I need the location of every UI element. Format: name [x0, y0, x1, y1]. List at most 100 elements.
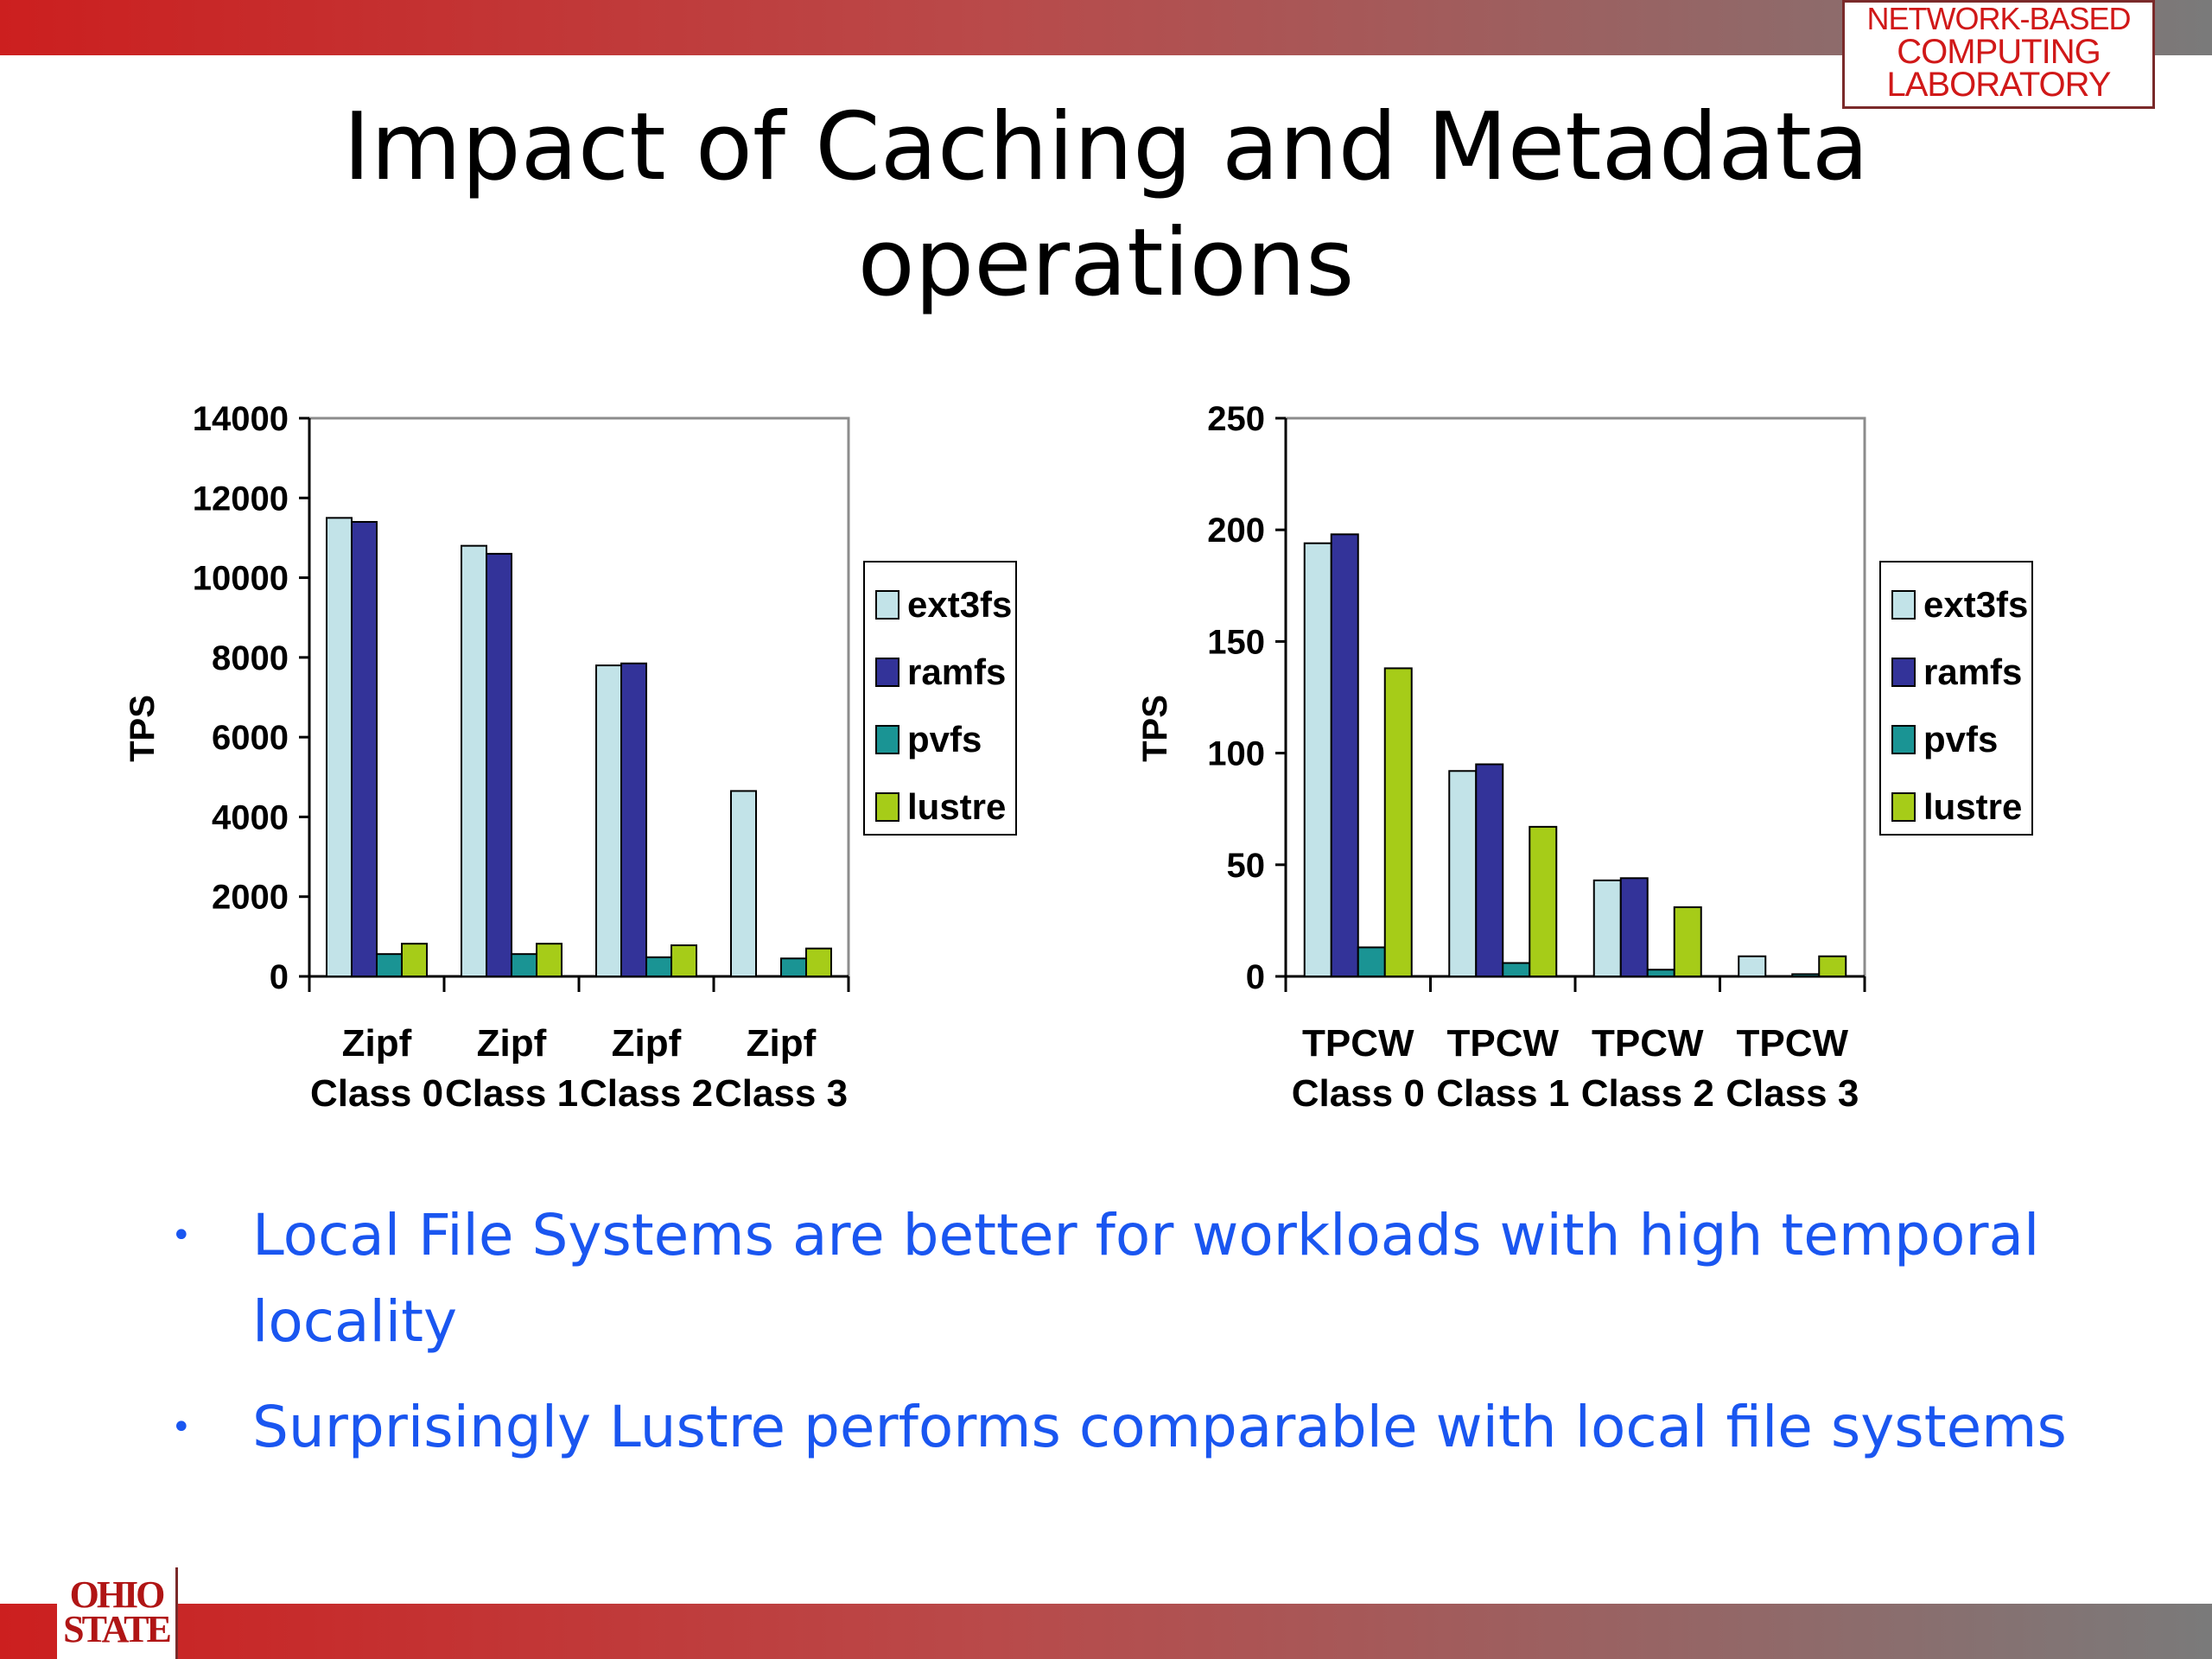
y-tick-label: 14000: [193, 400, 289, 438]
x-tick-label: TPCW: [1446, 1022, 1559, 1065]
y-tick-label: 200: [1207, 512, 1265, 550]
bar-ext3fs: [595, 664, 622, 977]
bar-ramfs: [620, 662, 647, 977]
bullet-text: Surprisingly Lustre performs comparable …: [252, 1394, 2067, 1460]
bar-ext3fs: [730, 790, 757, 977]
x-tick-label: Zipf: [342, 1022, 412, 1065]
title-line-2: operations: [857, 209, 1355, 317]
zipf-tps-bar-chart: 14000 12000 10000 8000 6000 4000 2000 0 TPS Zipf C…: [124, 400, 1017, 1115]
bar-lustre: [1529, 825, 1558, 978]
bar-ramfs: [486, 552, 512, 977]
x-tick-label: Class 3: [1726, 1072, 1859, 1115]
bar-ramfs: [1330, 533, 1359, 977]
legend-swatch-pvfs: [875, 725, 899, 754]
bar-pvfs: [511, 953, 537, 977]
bar-pvfs: [1646, 969, 1675, 977]
legend-label: ext3fs: [907, 584, 1012, 625]
y-tick-label: 12000: [193, 480, 289, 518]
x-tick-label: TPCW: [1736, 1022, 1848, 1065]
bullet-item: • Surprisingly Lustre performs comparabl…: [164, 1384, 2152, 1471]
x-tick-label: Class 2: [1581, 1072, 1714, 1115]
bar-lustre: [1383, 667, 1413, 977]
legend-swatch-ramfs: [1891, 658, 1916, 687]
plot-area-frame: [308, 416, 850, 978]
network-based-computing-lab-logo: NETWORK-BASED COMPUTING LABORATORY: [1842, 0, 2155, 109]
x-tick-label: Zipf: [477, 1022, 547, 1065]
title-line-1: Impact of Caching and Metadata: [343, 93, 1869, 201]
bar-ext3fs: [461, 544, 487, 978]
y-tick-label: 2000: [212, 879, 289, 917]
x-tick-label: Class 0: [310, 1072, 443, 1115]
bar-ext3fs: [326, 517, 353, 978]
legend-swatch-lustre: [875, 792, 899, 822]
bar-lustre: [536, 943, 563, 977]
legend-swatch-ext3fs: [1891, 590, 1916, 620]
bullet-text: Local File Systems are better for worklo…: [252, 1202, 2040, 1355]
bar-ramfs: [1619, 877, 1649, 978]
legend-swatch-ext3fs: [875, 590, 899, 620]
bar-ramfs: [1475, 763, 1504, 977]
bar-lustre: [1673, 906, 1702, 977]
bar-pvfs: [645, 956, 672, 978]
x-tick-label: Class 3: [715, 1072, 848, 1115]
bar-pvfs: [1791, 973, 1821, 978]
bar-lustre: [671, 944, 697, 977]
y-tick-label: 100: [1207, 735, 1265, 773]
lab-logo-line: NETWORK-BASED: [1866, 1, 2131, 36]
legend-label: lustre: [1923, 786, 2022, 827]
x-tick-label: Class 2: [580, 1072, 713, 1115]
bullet-dot-icon: •: [171, 1216, 192, 1255]
lab-logo-line: LABORATORY: [1886, 66, 2112, 104]
bar-lustre: [1818, 955, 1847, 978]
bottom-banner: [0, 1604, 2212, 1659]
y-tick-label: 50: [1227, 847, 1266, 885]
y-tick-label: 4000: [212, 798, 289, 836]
y-tick-label: 6000: [212, 719, 289, 757]
bar-lustre: [805, 947, 832, 978]
bullet-dot-icon: •: [171, 1408, 192, 1447]
bar-lustre: [401, 943, 428, 977]
y-axis-title: TPS: [1136, 695, 1174, 762]
bar-pvfs: [1502, 962, 1531, 977]
x-tick-label: Class 1: [445, 1072, 578, 1115]
bar-ext3fs: [1592, 879, 1622, 977]
bullet-list: • Local File Systems are better for work…: [164, 1192, 2152, 1490]
lab-logo-line: COMPUTING: [1897, 33, 2101, 71]
x-tick-label: TPCW: [1302, 1022, 1414, 1065]
ohio-state-logo: OHIO STATE: [57, 1567, 178, 1659]
bar-pvfs: [1357, 946, 1386, 978]
legend-swatch-pvfs: [1891, 725, 1916, 754]
x-tick-label: Zipf: [612, 1022, 682, 1065]
legend-swatch-lustre: [1891, 792, 1916, 822]
x-tick-label: Class 0: [1292, 1072, 1425, 1115]
legend-label: pvfs: [1923, 719, 1998, 760]
x-tick-label: Zipf: [747, 1022, 817, 1065]
legend-label: lustre: [907, 786, 1006, 827]
bar-pvfs: [780, 957, 807, 978]
legend-label: ramfs: [907, 652, 1006, 692]
x-tick-label: TPCW: [1592, 1022, 1704, 1065]
bar-ext3fs: [1448, 770, 1478, 977]
legend-swatch-ramfs: [875, 658, 899, 687]
y-tick-label: 0: [270, 958, 289, 996]
legend-label: ramfs: [1923, 652, 2022, 692]
bar-ext3fs: [1303, 542, 1332, 977]
bar-ramfs: [351, 520, 378, 977]
y-tick-label: 150: [1207, 623, 1265, 661]
plot-area-frame: [1284, 416, 1866, 978]
legend-label: ext3fs: [1923, 584, 2028, 625]
legend-label: pvfs: [907, 719, 982, 760]
y-tick-label: 8000: [212, 639, 289, 677]
osu-logo-line: STATE: [63, 1608, 172, 1650]
tpcw-tps-bar-chart: 250 200 150 100 50 0 TPS TPCW Class 0 TPCW Class 1…: [1136, 400, 2033, 1115]
bar-pvfs: [376, 953, 403, 977]
y-tick-label: 250: [1207, 400, 1265, 438]
y-tick-label: 0: [1246, 958, 1265, 996]
x-tick-label: Class 1: [1436, 1072, 1569, 1115]
osu-logo-line: OHIO: [69, 1573, 166, 1616]
y-axis-title: TPS: [124, 695, 162, 762]
y-tick-label: 10000: [193, 560, 289, 598]
bar-ext3fs: [1738, 955, 1767, 978]
bullet-item: • Local File Systems are better for work…: [164, 1192, 2152, 1365]
slide-title: Impact of Caching and Metadata operation…: [190, 90, 2022, 321]
